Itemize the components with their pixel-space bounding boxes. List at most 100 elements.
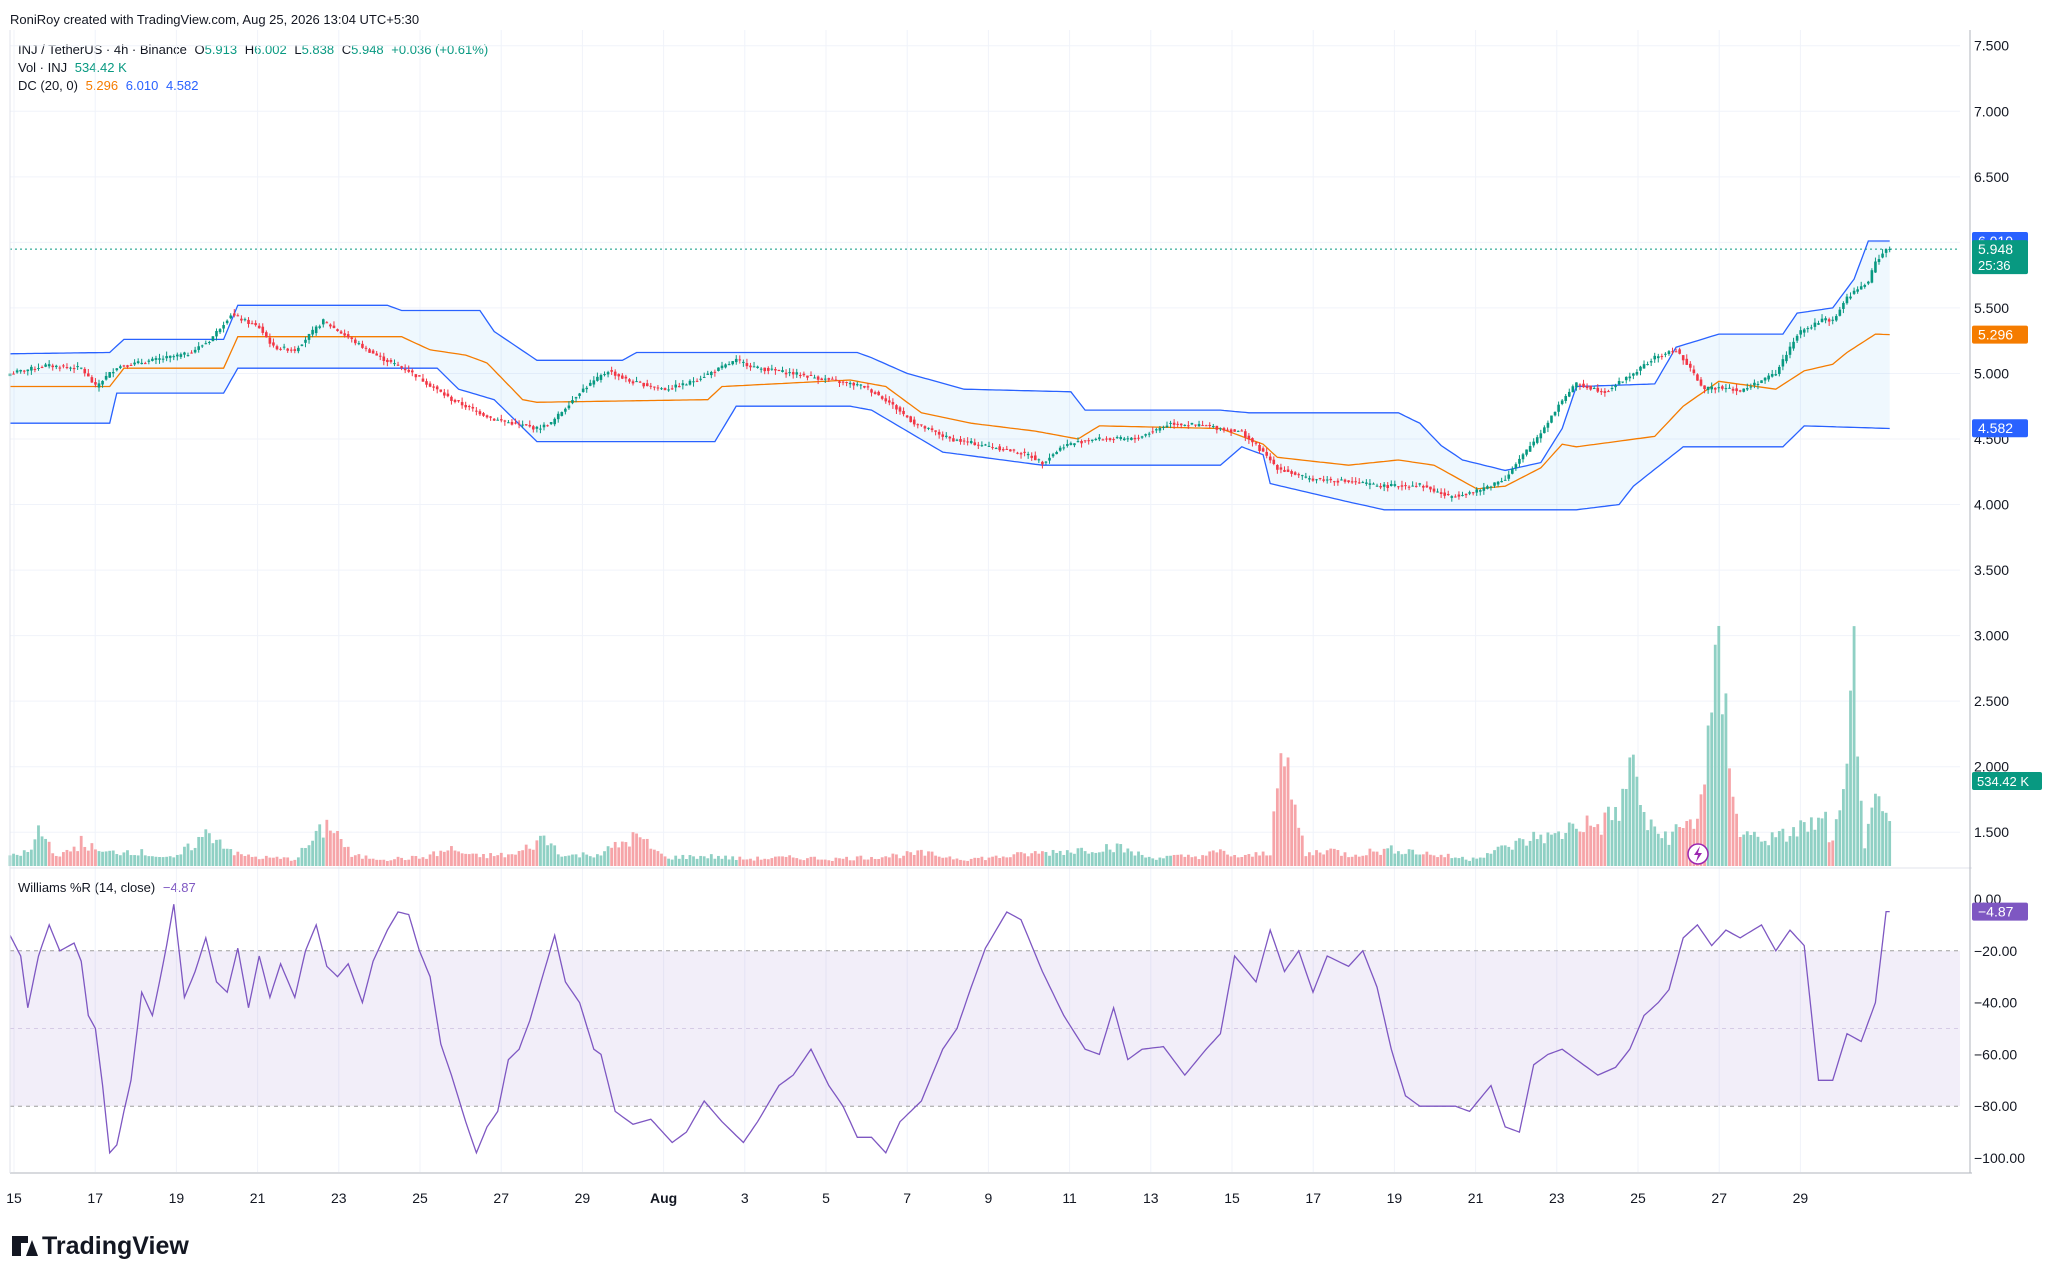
candle-body <box>774 369 777 371</box>
volume-bar <box>521 850 525 866</box>
volume-bar <box>1510 849 1514 866</box>
volume-bar <box>289 860 293 866</box>
volume-bar <box>1439 854 1443 866</box>
volume-bar <box>1852 626 1856 866</box>
volume-bar <box>1133 855 1137 866</box>
candle-body <box>1642 364 1646 369</box>
candle-body <box>734 358 738 363</box>
volume-bar <box>15 854 19 866</box>
volume-bar <box>126 850 129 866</box>
volume-bar <box>339 839 343 866</box>
candle-body <box>795 372 799 375</box>
last-price-tag-bg <box>1972 240 2028 275</box>
candle-body <box>1621 381 1624 383</box>
volume-bar <box>389 860 393 866</box>
volume-bar <box>1097 852 1101 866</box>
candle-body <box>831 378 834 380</box>
candle-body <box>681 383 685 386</box>
volume-bar <box>677 858 681 866</box>
volume-bar <box>1354 854 1358 866</box>
candle-body <box>1842 302 1845 309</box>
price-tick-label: 5.500 <box>1974 300 2009 316</box>
volume-bar <box>275 856 279 866</box>
candle-body <box>1567 391 1571 397</box>
candle-body <box>1838 309 1842 316</box>
candle-body <box>140 362 144 365</box>
volume-bar <box>1560 838 1564 866</box>
volume-bar <box>777 856 781 866</box>
candle-body <box>1454 496 1457 498</box>
candle-body <box>916 424 920 426</box>
volume-bar <box>1838 810 1842 866</box>
time-tick-label: 19 <box>169 1190 185 1206</box>
candle-body <box>1781 359 1785 367</box>
volume-bar <box>1343 852 1347 866</box>
volume-bar <box>1090 852 1094 866</box>
candle-body <box>1745 388 1749 390</box>
candle-body <box>1678 349 1681 354</box>
candle-body <box>642 382 645 387</box>
volume-bar <box>1325 850 1329 866</box>
volume-bar <box>660 853 663 866</box>
volume-bar <box>300 847 304 866</box>
candle-body <box>1297 474 1301 476</box>
chart-svg[interactable]: 7.5007.0006.5006.0005.5005.0004.5004.000… <box>0 0 2048 1220</box>
time-tick-label: 27 <box>493 1190 509 1206</box>
candle-body <box>912 419 916 425</box>
volume-bar <box>418 858 421 866</box>
candle-body <box>1560 400 1564 404</box>
candle-body <box>528 424 532 427</box>
candle-body <box>44 364 47 367</box>
donchian-legend[interactable]: DC (20, 0) 5.296 6.010 4.582 <box>18 78 202 93</box>
volume-bar <box>1521 839 1525 866</box>
volume-bar <box>1432 855 1436 866</box>
volume-bar <box>649 848 653 866</box>
volume-bar <box>1005 857 1009 866</box>
volume-bar <box>749 858 752 866</box>
time-tick-label: 11 <box>1062 1190 1077 1206</box>
volume-bar <box>1599 834 1603 866</box>
volume-bar <box>1813 829 1817 866</box>
volume-bar <box>613 841 617 866</box>
candle-body <box>888 400 891 403</box>
candle-body <box>845 382 848 384</box>
volume-bar <box>1489 853 1493 866</box>
volume-bar <box>1870 807 1874 866</box>
candle-body <box>1322 479 1325 481</box>
volume-bar <box>1411 849 1415 866</box>
time-tick-label: 21 <box>250 1190 266 1206</box>
candle-body <box>731 361 734 365</box>
candle-body <box>1461 495 1464 497</box>
candle-body <box>1778 366 1781 374</box>
volume-tag: 534.42 K <box>1977 774 2029 789</box>
volume-bar <box>699 855 703 866</box>
volume-bar <box>1681 828 1685 866</box>
volume-legend[interactable]: Vol · INJ 534.42 K <box>18 60 131 75</box>
volume-bar <box>1243 854 1247 866</box>
williams-legend[interactable]: Williams %R (14, close) −4.87 <box>18 880 200 895</box>
williams-label: Williams %R (14, close) <box>18 880 156 895</box>
candle-body <box>1112 439 1115 441</box>
volume-bar <box>1461 856 1464 866</box>
volume-bar <box>1443 857 1447 866</box>
volume-bar <box>596 854 599 866</box>
candle-body <box>1393 484 1397 486</box>
candle-body <box>1849 296 1852 299</box>
volume-bar <box>752 860 756 866</box>
volume-bar <box>58 856 62 866</box>
candle-body <box>820 378 823 381</box>
candle-body <box>1863 285 1867 287</box>
candle-body <box>1137 437 1140 439</box>
volume-bar <box>1297 827 1301 866</box>
volume-bar <box>1375 851 1379 866</box>
volume-bar <box>994 855 998 866</box>
volume-bar <box>1724 693 1728 866</box>
volume-bar <box>200 836 204 866</box>
volume-bar <box>1368 848 1372 866</box>
price-tick-label: 3.500 <box>1974 562 2009 578</box>
candle-body <box>1147 433 1151 435</box>
candle-body <box>1001 449 1005 451</box>
candle-body <box>236 315 240 317</box>
volume-bar <box>1631 754 1635 866</box>
candle-body <box>610 370 613 372</box>
